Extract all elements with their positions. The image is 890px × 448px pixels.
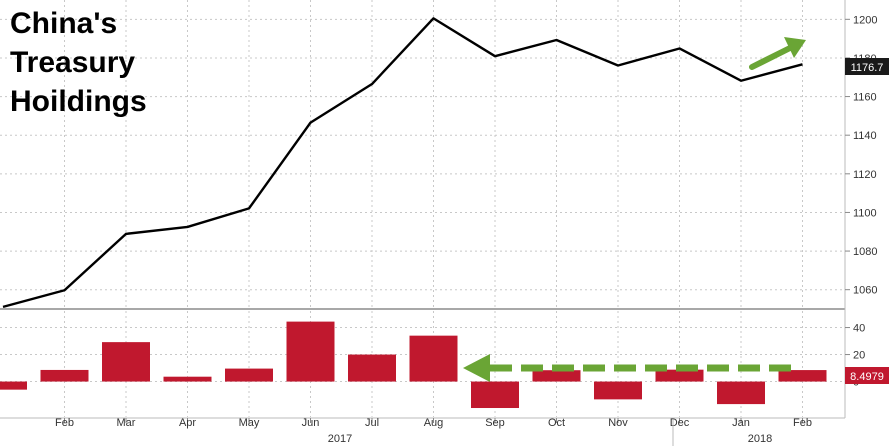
- year-label-2017: 2017: [328, 433, 352, 445]
- y-tick-label: 1100: [853, 207, 877, 219]
- x-tick-label-dec: Dec: [670, 417, 690, 429]
- y-tick-label: 1080: [853, 246, 877, 258]
- y-tick-label: 1120: [853, 169, 877, 181]
- title-line-3: Hoildings: [10, 85, 147, 118]
- y-tick-label: 20: [853, 350, 865, 362]
- bar-2017-09: [471, 381, 519, 409]
- top-y-axis-ticks: 10601080110011201140116011801200: [845, 14, 877, 297]
- title-line-1: China's: [10, 7, 117, 40]
- bar-2017-10: [532, 370, 581, 382]
- y-tick-label: 40: [853, 323, 865, 335]
- y-tick-label: 1160: [853, 92, 877, 104]
- y-tick-label: 1140: [853, 130, 877, 142]
- last-value-tag-bottom: 8.4979: [845, 367, 889, 384]
- up-arrow-annotation: [749, 37, 806, 70]
- title-line-2: Treasury: [10, 46, 135, 79]
- bar-2017-03: [102, 342, 150, 382]
- y-tick-label: 1200: [853, 14, 877, 26]
- x-tick-label-feb: Feb: [793, 417, 812, 429]
- y-tick-label: 1060: [853, 285, 877, 297]
- x-tick-label-jan: Jan: [732, 417, 750, 429]
- bar-2017-01: [0, 381, 27, 390]
- bar-2017-08: [409, 335, 458, 382]
- chart-title: China's Treasury Hoildings: [10, 7, 147, 118]
- last-value-tag-top: 1176.7: [845, 58, 889, 75]
- x-tick-label-nov: Nov: [608, 417, 628, 429]
- holdings-line: [2, 17, 803, 309]
- bar-2018-01: [717, 381, 765, 405]
- x-tick-label-may: May: [239, 417, 260, 429]
- change-bars: [0, 321, 827, 409]
- left-dashed-arrow-annotation: [463, 354, 792, 382]
- bar-2017-05: [225, 368, 273, 382]
- x-axis-month-ticks: Feb Mar Apr May Jun Jul Aug Sep Oct Nov Dec Jan Feb: [55, 417, 812, 429]
- x-tick-label-mar: Mar: [117, 417, 136, 429]
- bar-2017-02: [40, 369, 89, 382]
- x-tick-label-feb: Feb: [55, 417, 74, 429]
- top-panel-grid: [0, 0, 845, 308]
- x-tick-label-jul: Jul: [365, 417, 379, 429]
- bar-2017-04: [163, 376, 212, 382]
- bar-2017-11: [594, 381, 642, 400]
- last-value-label-top: 1176.7: [851, 62, 884, 74]
- last-value-label-bottom: 8.4979: [850, 371, 884, 383]
- x-tick-label-jun: Jun: [302, 417, 320, 429]
- x-tick-label-apr: Apr: [179, 417, 196, 429]
- bar-2017-06: [286, 321, 335, 382]
- bar-2017-07: [348, 354, 396, 382]
- bar-2017-12: [655, 369, 704, 382]
- x-tick-label-oct: Oct: [548, 417, 565, 429]
- bar-2018-02: [778, 370, 827, 382]
- year-label-2018: 2018: [748, 433, 772, 445]
- x-tick-label-aug: Aug: [424, 417, 444, 429]
- x-tick-label-sep: Sep: [485, 417, 505, 429]
